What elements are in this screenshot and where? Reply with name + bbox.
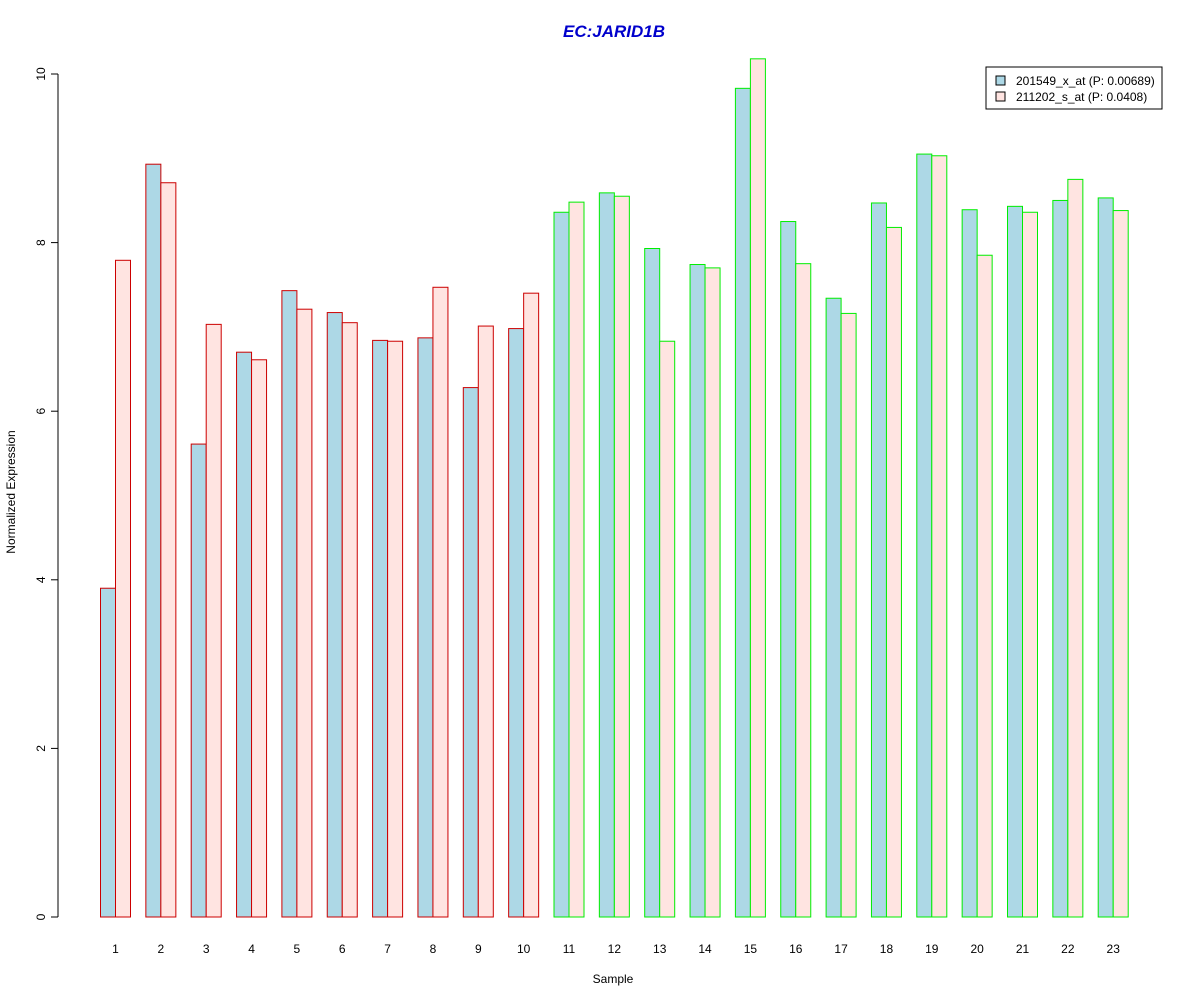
bar-series1-sample-18 (870, 202, 887, 918)
bar-series1-sample-8 (417, 337, 434, 918)
bar-series1-sample-19 (916, 153, 933, 918)
x-tick-label: 14 (698, 942, 712, 956)
bar-series1-sample-9 (462, 387, 479, 918)
y-axis-title: Normalized Expression (4, 430, 18, 553)
bar-series1-sample-5 (281, 290, 298, 918)
y-tick-label: 6 (34, 408, 48, 415)
bar-series2-sample-6 (341, 322, 358, 918)
bar-series1-sample-6 (326, 312, 343, 918)
bar-series2-sample-16 (795, 263, 812, 918)
bar-series2-sample-12 (613, 195, 630, 918)
x-tick-label: 10 (517, 942, 531, 956)
bar-series1-sample-10 (508, 328, 525, 918)
x-tick-label: 16 (789, 942, 803, 956)
x-tick-label: 3 (203, 942, 210, 956)
x-tick-label: 13 (653, 942, 667, 956)
x-tick-label: 11 (563, 942, 576, 956)
bar-series2-sample-3 (205, 323, 222, 918)
x-tick-label: 2 (158, 942, 165, 956)
x-tick-label: 8 (430, 942, 437, 956)
x-tick-label: 17 (834, 942, 848, 956)
bar-series1-sample-14 (689, 264, 706, 918)
x-tick-label: 18 (880, 942, 894, 956)
bar-series2-sample-9 (477, 325, 494, 918)
y-tick-label: 2 (34, 745, 48, 752)
bars-group (100, 58, 1129, 918)
x-tick-label: 19 (925, 942, 939, 956)
x-tick-labels: 1 2 3 4 5 6 7 8 9 10 11 12 13 14 15 16 17 18 19 20 21 22 23 (112, 942, 1120, 956)
y-tick-label: 8 (34, 239, 48, 246)
bar-series1-sample-3 (190, 443, 207, 918)
x-tick-label: 1 (112, 942, 119, 956)
legend-swatch-1 (995, 75, 1006, 86)
bar-series2-sample-17 (840, 312, 857, 918)
y-tick-label: 4 (34, 576, 48, 583)
bar-series1-sample-23 (1097, 197, 1114, 918)
bar-series1-sample-7 (372, 339, 389, 918)
chart-title: EC:JARID1B (563, 22, 665, 41)
bar-series2-sample-1 (115, 259, 131, 918)
bar-series2-sample-22 (1067, 178, 1084, 918)
y-axis: 0 2 4 6 8 10 (34, 67, 59, 920)
bar-series2-sample-14 (704, 267, 721, 918)
bar-series2-sample-8 (432, 286, 449, 918)
bar-series1-sample-2 (145, 163, 162, 918)
bar-series2-sample-15 (749, 58, 766, 918)
x-axis-title: Sample (593, 972, 634, 986)
bar-series1-sample-20 (961, 209, 978, 918)
bar-series1-sample-21 (1007, 205, 1023, 918)
x-tick-label: 9 (475, 942, 482, 956)
bar-series2-sample-23 (1112, 210, 1129, 918)
x-tick-label: 4 (248, 942, 255, 956)
bar-series2-sample-5 (296, 308, 313, 918)
bar-series1-sample-16 (780, 221, 797, 918)
bar-series2-sample-11 (568, 201, 585, 918)
bar-series2-sample-19 (931, 155, 948, 918)
y-tick-label: 10 (34, 67, 48, 81)
legend-swatch-2 (995, 91, 1006, 102)
bar-series2-sample-13 (659, 340, 676, 918)
legend-label-1: 201549_x_at (P: 0.00689) (1016, 74, 1155, 88)
x-tick-label: 12 (608, 942, 622, 956)
x-tick-label: 21 (1016, 942, 1030, 956)
x-tick-label: 6 (339, 942, 346, 956)
bar-series2-sample-18 (885, 226, 902, 918)
x-tick-label: 5 (294, 942, 301, 956)
bar-series2-sample-4 (251, 359, 268, 918)
bar-series2-sample-2 (160, 182, 177, 918)
x-tick-label: 23 (1107, 942, 1121, 956)
x-tick-label: 7 (384, 942, 391, 956)
bar-series1-sample-1 (100, 587, 116, 918)
bar-series1-sample-11 (553, 211, 570, 918)
bar-series2-sample-21 (1022, 211, 1038, 918)
bar-series1-sample-22 (1052, 199, 1069, 918)
bar-series1-sample-4 (236, 351, 253, 918)
x-tick-label: 20 (970, 942, 984, 956)
bar-series2-sample-10 (523, 292, 540, 918)
bar-series1-sample-13 (644, 248, 661, 918)
legend-label-2: 211202_s_at (P: 0.0408) (1016, 90, 1147, 104)
y-tick-label: 0 (34, 913, 48, 920)
legend-box (985, 66, 1163, 110)
bar-series1-sample-17 (825, 297, 842, 918)
legend: 201549_x_at (P: 0.00689) 211202_s_at (P: … (985, 66, 1163, 110)
bar-series1-sample-15 (734, 87, 751, 918)
bar-series2-sample-20 (976, 254, 993, 918)
bar-series1-sample-12 (598, 192, 615, 918)
x-tick-label: 15 (744, 942, 758, 956)
x-tick-label: 22 (1061, 942, 1075, 956)
bar-series2-sample-7 (387, 340, 404, 918)
